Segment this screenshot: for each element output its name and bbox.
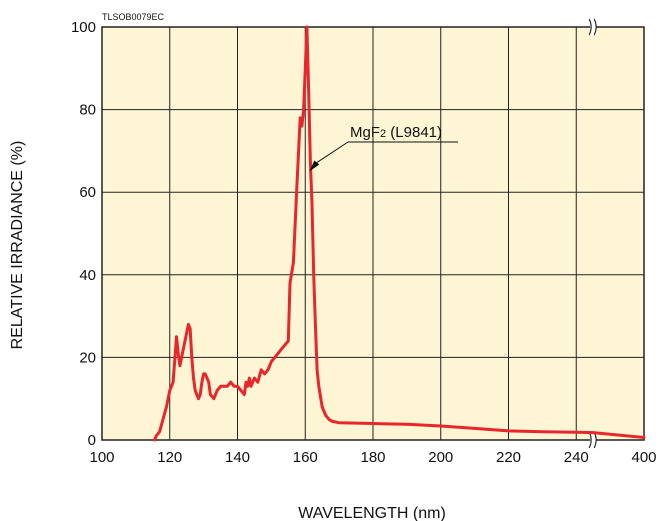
x-tick-label: 240 (564, 449, 589, 466)
x-axis-title: WAVELENGTH (nm) (298, 505, 446, 521)
x-tick-label: 160 (293, 449, 318, 466)
annotation-label: MgF2 (L9841) (350, 124, 442, 141)
annotation-group: MgF2 (L9841) (309, 124, 458, 172)
x-tick-label: 200 (428, 449, 453, 466)
annotation-subscript: 2 (380, 128, 386, 140)
x-tick-label: 140 (225, 449, 250, 466)
y-tick-label: 20 (79, 349, 96, 366)
y-tick-label: 40 (79, 267, 96, 284)
plot-frame (101, 26, 645, 441)
annotation-leader (315, 141, 349, 164)
x-tick-label: 400 (631, 449, 656, 466)
axis-break-mark (593, 18, 597, 36)
y-tick-label: 0 (88, 432, 96, 449)
axis-break-mark (588, 18, 592, 36)
series-line (153, 25, 646, 442)
x-tick-label: 100 (89, 449, 114, 466)
annotation-arrowhead (309, 160, 320, 172)
axis-break-gap-top (590, 19, 597, 35)
y-tick-label: 100 (71, 19, 96, 36)
x-tick-label: 120 (157, 449, 182, 466)
series-group (153, 25, 646, 442)
y-tick-label: 80 (79, 102, 96, 119)
tick-labels: 100 120 140 160 180 200 220 240 400 0 20 40 60 80 100 (71, 19, 657, 466)
y-tick-label: 60 (79, 184, 96, 201)
y-axis-title: RELATIVE IRRADIANCE (%) (9, 141, 26, 350)
annotation-main: MgF (350, 124, 380, 141)
axis-break-gap-bottom (590, 432, 597, 448)
annotation-rest: (L9841) (386, 124, 442, 141)
axis-break (588, 18, 597, 449)
x-tick-label: 180 (360, 449, 385, 466)
chart-code-label: TLSOB0079EC (102, 12, 165, 22)
x-tick-label: 220 (496, 449, 521, 466)
